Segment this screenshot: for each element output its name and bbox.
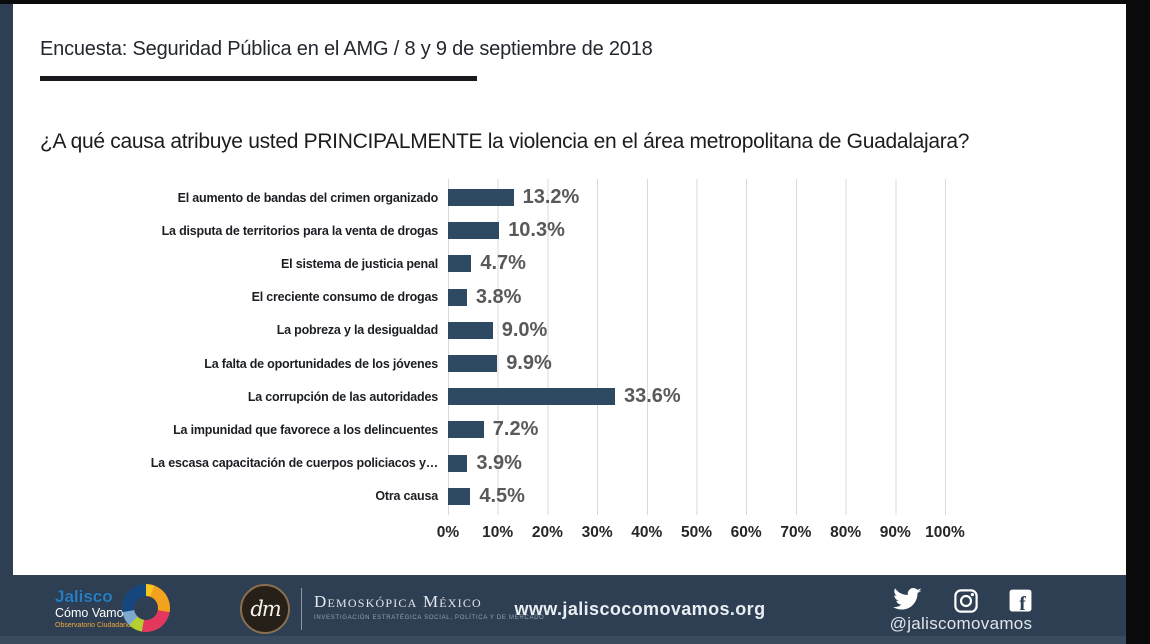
demoskopica-dm-icon: dm [240,584,290,634]
category-label: La impunidad que favorece a los delincue… [173,422,438,437]
survey-question: ¿A qué causa atribuye usted PRINCIPALMEN… [40,130,970,153]
jalisco-logo-subtitle: Cómo Vamos [55,606,130,620]
demoskopica-tagline: INVESTIGACIÓN ESTRATÉGICA SOCIAL, POLÍTI… [314,615,545,621]
category-label: La escasa capacitación de cuerpos polici… [150,456,438,471]
bar-value-label: 33.6% [623,385,681,408]
svg-text:f: f [1019,593,1026,613]
chart-row: El sistema de justicia penal 4.7% [40,247,1110,280]
logo-divider [301,588,302,630]
chart-rows: El aumento de bandas del crimen organiza… [40,179,1110,515]
x-tick-label: 20% [531,524,563,541]
bar [448,189,514,207]
chart-row: La corrupción de las autoridades 33.6% [40,380,1110,413]
jalisco-ring-icon [122,584,170,632]
jalisco-logo-title: Jalisco [55,587,113,606]
bar [448,421,484,439]
x-tick-label: 40% [631,524,663,541]
page-title: Encuesta: Seguridad Pública en el AMG / … [40,38,653,60]
chart-row: Otra causa 4.5% [40,480,1110,513]
chart-row: El aumento de bandas del crimen organiza… [40,181,1110,214]
bar-value-label: 3.8% [475,285,522,308]
bar [448,288,467,306]
x-tick-label: 50% [680,524,713,541]
bar [448,255,472,273]
bar-value-label: 10.3% [508,219,565,242]
social-handle: @jaliscomovamos [889,614,1033,633]
x-tick-label: 30% [581,524,613,541]
footer-bottom-strip [0,636,1126,644]
bar-value-label: 4.5% [479,484,525,507]
x-tick-label: 100% [925,524,965,541]
category-label: Otra causa [375,489,438,504]
website-url: www.jaliscocomovamos.org [514,599,766,619]
jalisco-logo-tagline: Observatorio Ciudadano [55,621,131,629]
right-edge-strip [1126,0,1150,644]
chart-row: El creciente consumo de drogas 3.8% [40,281,1110,314]
bar [448,454,468,472]
instagram-icon [953,588,979,619]
twitter-icon [893,588,923,618]
x-tick-label: 70% [780,524,812,541]
demoskopica-name: Demoskópica México [314,592,482,611]
title-underline [40,76,477,81]
category-label: El sistema de justicia penal [281,256,438,271]
chart-row: La pobreza y la desigualdad 9.0% [40,314,1110,347]
chart-gridlines [448,179,946,515]
category-label: El creciente consumo de drogas [251,290,439,305]
bar-value-label: 3.9% [476,451,522,474]
category-label: La pobreza y la desigualdad [276,323,439,338]
bar-value-label: 13.2% [522,186,580,209]
facebook-icon: f [1008,588,1033,618]
bar [448,487,471,505]
bar-value-label: 7.2% [492,418,539,441]
category-label: La disputa de territorios para la venta … [161,223,439,238]
top-edge-strip [0,0,1150,4]
bar-value-label: 9.0% [501,318,548,341]
x-tick-label: 90% [879,524,911,541]
dm-monogram: dm [250,597,281,621]
left-edge-strip [0,0,13,644]
x-tick-label: 60% [730,524,762,541]
chart-row: La disputa de territorios para la venta … [40,214,1110,247]
x-tick-label: 0% [436,524,460,541]
x-tick-label: 80% [830,524,862,541]
jalisco-como-vamos-logo: Jalisco Cómo Vamos Observatorio Ciudadan… [55,588,131,629]
chart-row: La escasa capacitación de cuerpos polici… [40,447,1110,480]
x-tick-label: 10% [482,524,514,541]
footer: Jalisco Cómo Vamos Observatorio Ciudadan… [0,575,1126,644]
bar [448,355,498,373]
bar-value-label: 4.7% [480,252,526,275]
x-axis: 0% 10% 20% 30% 40% 50% 60% 70% 80% 90% 100% [437,524,965,546]
bar-value-label: 9.9% [506,352,552,375]
demoskopica-logo: Demoskópica México INVESTIGACIÓN ESTRATÉ… [314,592,545,621]
bar [448,321,493,339]
bar [448,388,615,406]
chart-row: La impunidad que favorece a los delincue… [40,413,1110,446]
bar [448,222,500,240]
chart-row: La falta de oportunidades de los jóvenes… [40,347,1110,380]
category-label: La falta de oportunidades de los jóvenes [204,356,438,371]
category-label: La corrupción de las autoridades [247,389,438,404]
category-label: El aumento de bandas del crimen organiza… [177,190,439,205]
